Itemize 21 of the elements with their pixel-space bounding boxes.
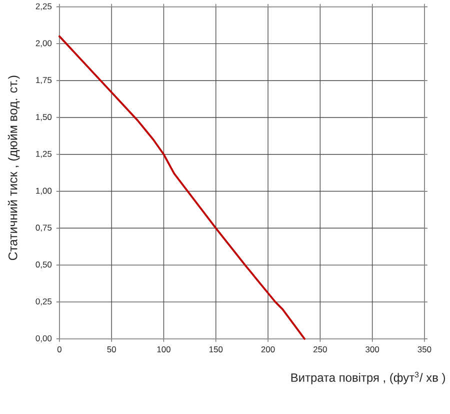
x-tick-label: 50 bbox=[107, 346, 116, 352]
x-tick-label: 300 bbox=[366, 346, 380, 352]
y-tick-label: 1,00 bbox=[36, 188, 52, 195]
x-tick-label: 0 bbox=[57, 346, 62, 352]
y-tick-label: 1,75 bbox=[36, 77, 52, 84]
x-tick-label: 200 bbox=[261, 346, 275, 352]
y-tick-label: 0,25 bbox=[36, 298, 52, 306]
y-tick-label: 2,00 bbox=[36, 40, 52, 48]
y-tick-label: 1,50 bbox=[36, 114, 52, 121]
y-axis-title: Статичний тиск , (дюйм вод. ст.) bbox=[8, 76, 20, 260]
x-axis-title: Витрата повітря , (фут$^{3}$/ хв ) bbox=[291, 372, 445, 384]
x-tick-label: 150 bbox=[209, 346, 223, 352]
y-tick-label: 0,50 bbox=[36, 262, 52, 269]
x-tick-label: 100 bbox=[157, 346, 170, 352]
line-series bbox=[58, 35, 306, 340]
y-tick-label: 1,25 bbox=[36, 150, 52, 158]
y-tick-label: 0,00 bbox=[36, 335, 52, 342]
x-tick-label: 250 bbox=[314, 346, 327, 352]
x-tick-label: 350 bbox=[418, 346, 432, 352]
y-tick-label: 0,75 bbox=[36, 224, 52, 232]
y-tick-label: 2,25 bbox=[36, 3, 52, 10]
